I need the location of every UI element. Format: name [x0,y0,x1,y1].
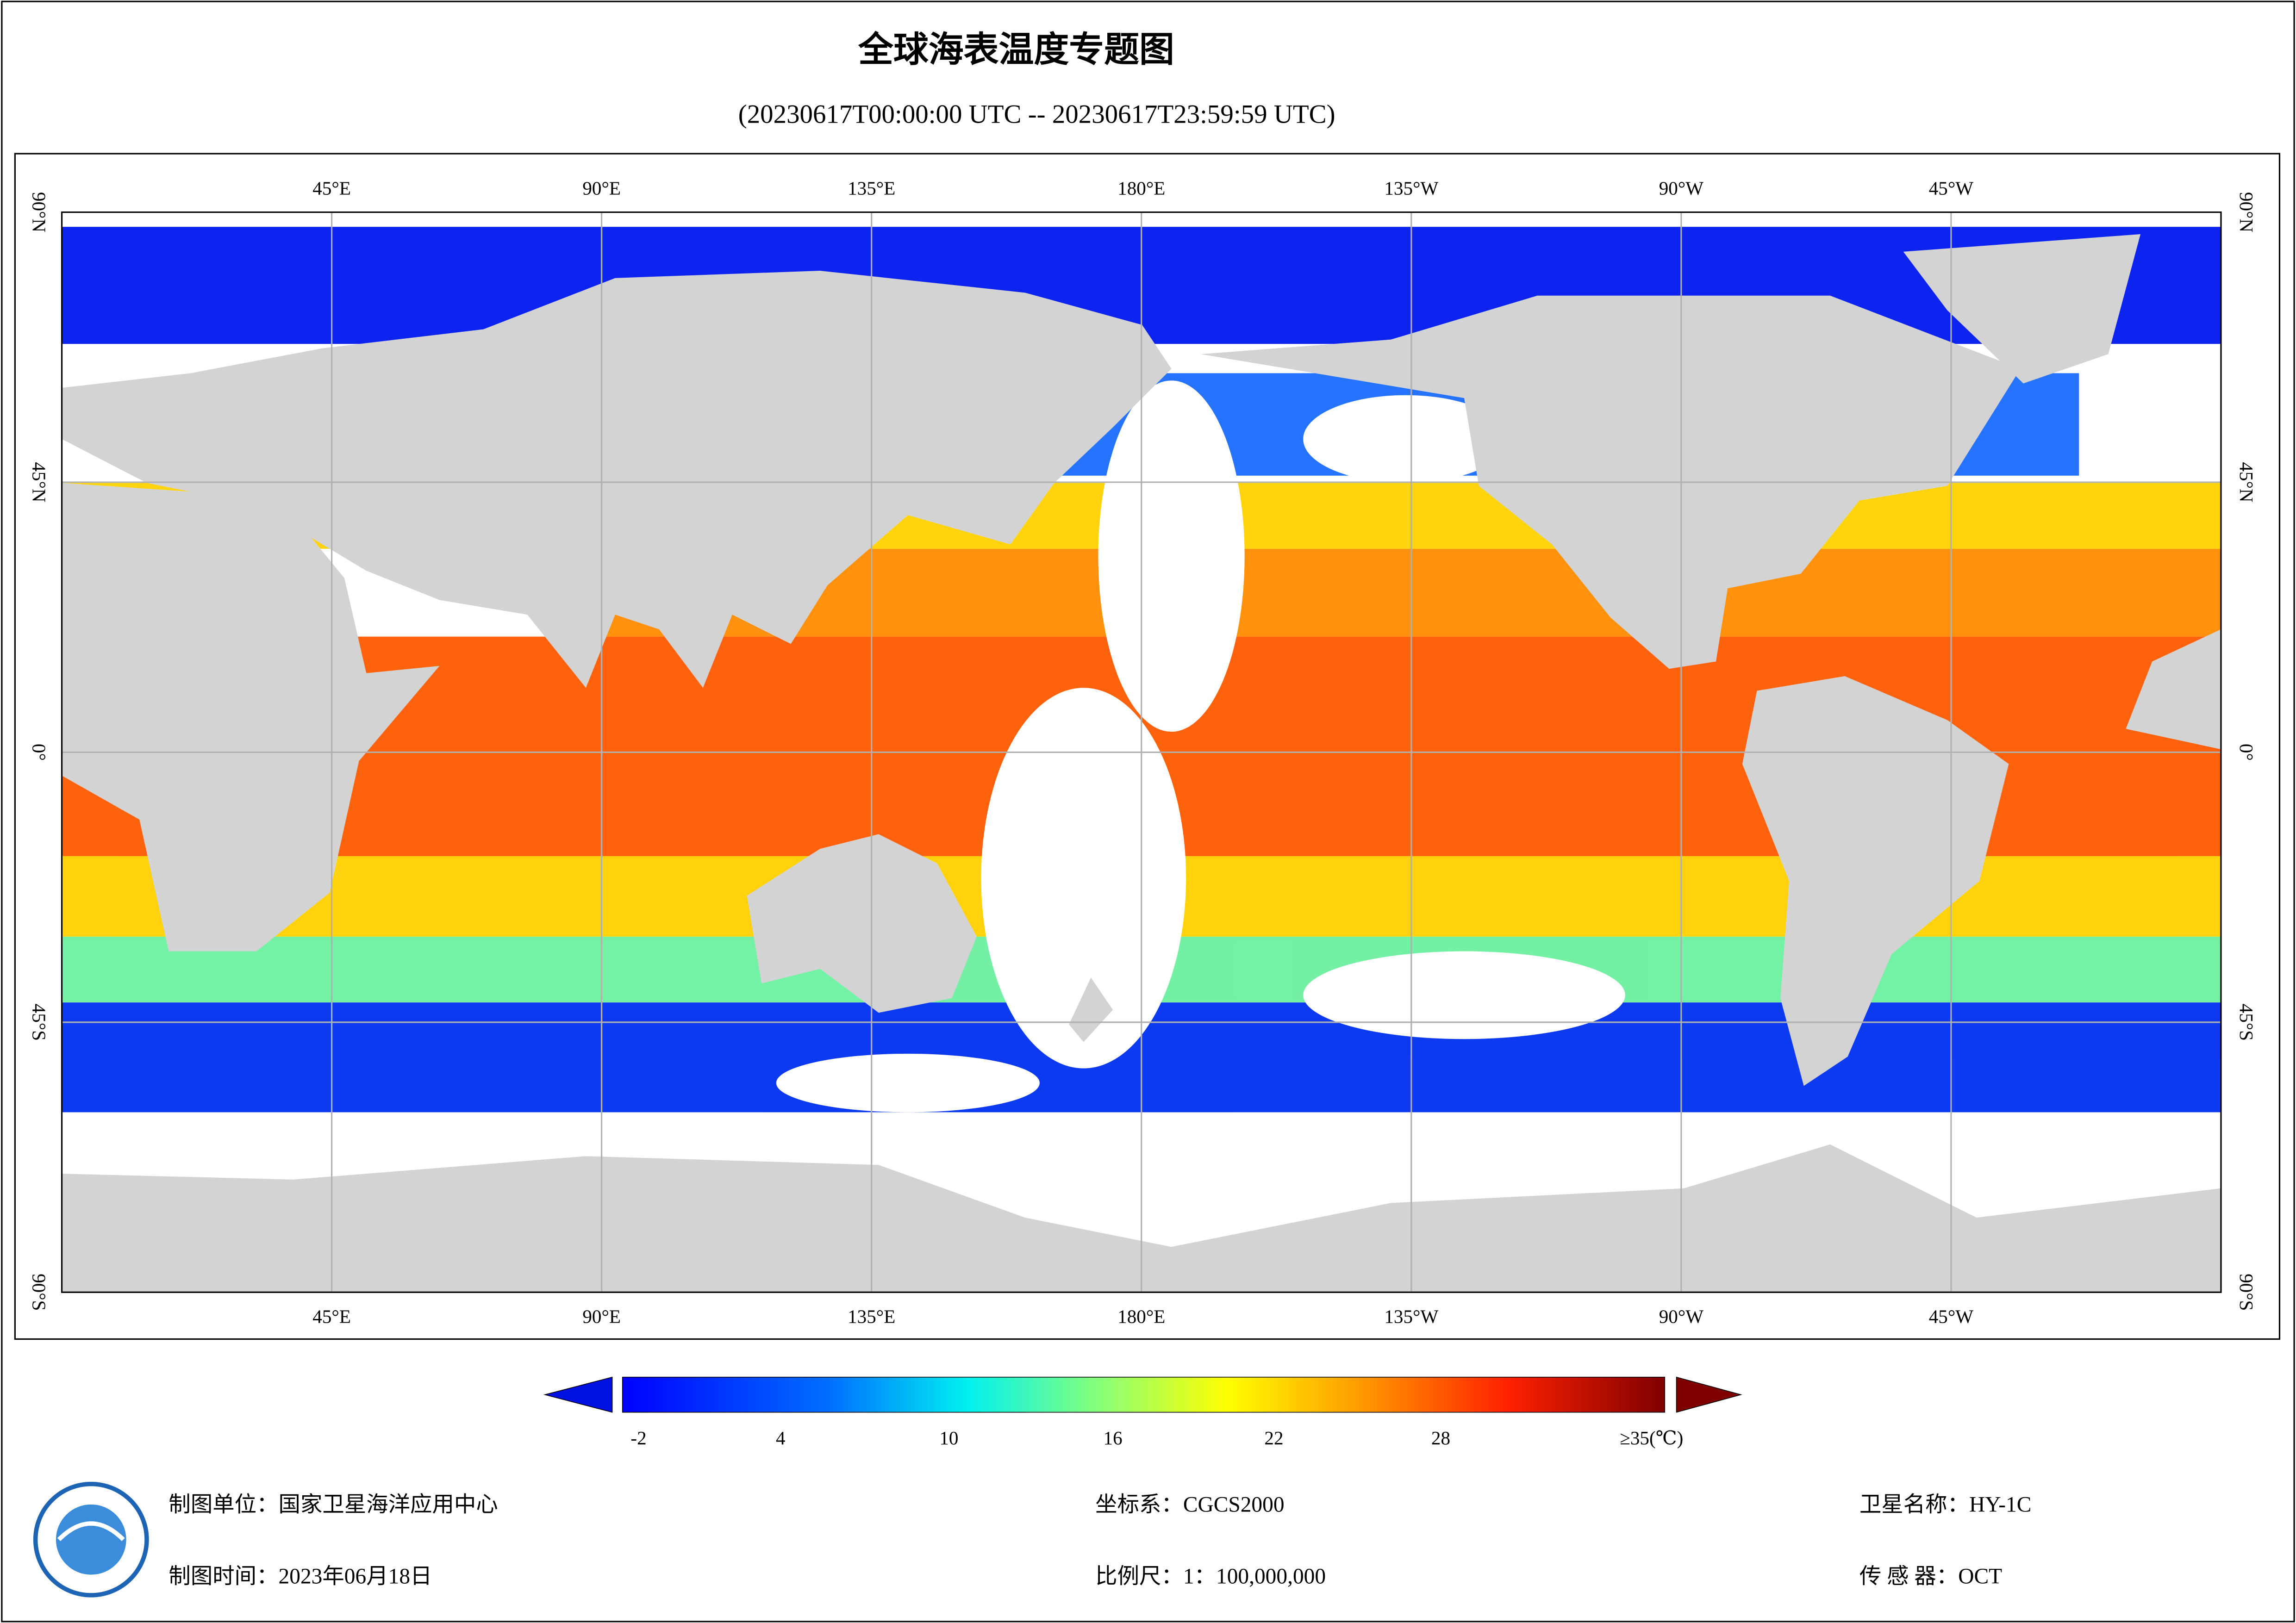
logo [33,1481,149,1598]
longitude-label-top: 45°W [1929,178,1974,199]
latitude-label-right: 90°S [2236,1274,2257,1311]
colorbar-tick-label: -2 [630,1427,646,1449]
latitude-label-left: 90°S [28,1274,50,1311]
longitude-label-bottom: 135°E [848,1306,895,1327]
longitude-label-top: 45°E [312,178,351,199]
colorbar-tick-label: 10 [939,1427,958,1449]
cloud-gap [1303,395,1508,483]
colorbar-tick-label: 16 [1104,1427,1123,1449]
longitude-label-bottom: 90°E [582,1306,621,1327]
latitude-label-left: 0° [28,744,50,761]
south-america [1742,676,2009,1086]
cloud-gap [1098,380,1245,732]
map-area [62,212,2221,1293]
colorbar-tick-label: 22 [1264,1427,1283,1449]
latitude-label-right: 45°S [2236,1004,2257,1041]
graticule [62,212,2221,1293]
west-africa [2126,629,2221,750]
colorbar-tick-label: 28 [1431,1427,1450,1449]
longitude-label-top: 90°E [582,178,621,199]
longitude-label-bottom: 135°W [1384,1306,1438,1327]
date: 制图时间：2023年06月18日 [168,1565,432,1589]
latitude-label-right: 90°N [2236,192,2257,232]
longitude-label-bottom: 90°W [1659,1306,1704,1327]
logo-globe [56,1504,126,1575]
latitude-label-right: 45°N [2236,462,2257,502]
longitude-label-bottom: 180°E [1117,1306,1165,1327]
colorbar-over-arrow [1676,1376,1742,1413]
longitude-label-top: 135°E [848,178,895,199]
longitude-label-top: 180°E [1117,178,1165,199]
africa [62,483,440,951]
cloud-gap [981,688,1186,1069]
longitude-label-top: 135°W [1384,178,1438,199]
colorbar-under-arrow [543,1376,613,1413]
coordinate-system: 坐标系：CGCS2000 [1095,1493,1284,1517]
colorbar-ticks: -2 4 10 16 22 28 ≥35(℃) [630,1427,1683,1449]
latitude-label-left: 90°N [28,192,50,232]
longitude-label-bottom: 45°E [312,1306,351,1327]
colorbar: -2 4 10 16 22 28 ≥35(℃) [543,1376,1742,1449]
latitude-label-left: 45°S [28,1004,50,1041]
greenland [1903,234,2141,384]
colorbar-tick-label: ≥35(℃) [1620,1427,1683,1449]
cloud-gap [776,1053,1040,1113]
satellite: 卫星名称：HY-1C [1859,1493,2031,1517]
map-border [61,211,2222,1293]
australia [747,834,977,1013]
eurasia [62,271,1172,688]
new-zealand [1069,977,1113,1042]
title: 全球海表温度专题图 [858,29,1174,70]
cloud-gap [1303,951,1625,1039]
longitude-label-bottom: 45°W [1929,1306,1974,1327]
colorbar-tick-label: 4 [776,1427,786,1449]
longitude-label-top: 90°W [1659,178,1704,199]
subtitle: (20230617T00:00:00 UTC -- 20230617T23:59… [738,100,1335,129]
logo-orbit [57,1521,125,1542]
scale: 比例尺：1：100,000,000 [1095,1565,1326,1589]
latitude-label-left: 45°N [28,462,50,502]
producer: 制图单位：国家卫星海洋应用中心 [168,1493,498,1517]
sensor: 传 感 器：OCT [1859,1565,2002,1589]
graticule-labels: 45°E 45°E 90°E 90°E 135°E 135°E 180°E 180°E 135°… [28,178,2257,1327]
colorbar-gradient [622,1376,1666,1413]
latitude-label-right: 0° [2236,744,2257,761]
